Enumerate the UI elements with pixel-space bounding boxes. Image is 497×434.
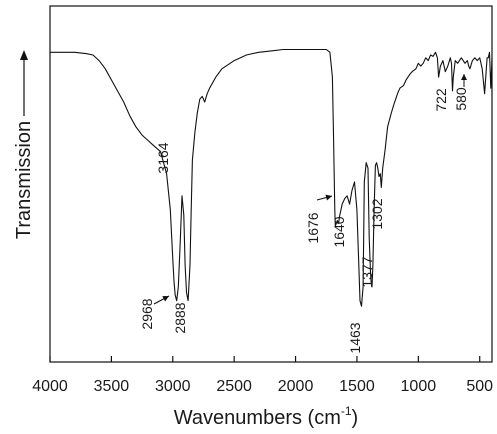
peak-label: 1463 xyxy=(347,322,363,353)
x-axis-title-sup: -1 xyxy=(341,404,352,418)
peak-arrowhead xyxy=(162,296,169,302)
peak-label: 722 xyxy=(433,88,449,112)
peak-label: 580 xyxy=(453,87,469,111)
spectrum-line xyxy=(50,48,493,307)
x-tick-label: 4000 xyxy=(32,378,68,395)
x-axis-tick-labels: 4000 3500 3000 2500 2000 1500 1000 500 xyxy=(32,378,493,395)
x-tick-label: 3000 xyxy=(155,378,191,395)
peak-label: 1640 xyxy=(331,216,347,247)
y-axis-title-group: Transmission xyxy=(13,50,35,239)
peak-arrowhead xyxy=(325,194,332,201)
peak-label: 3164 xyxy=(155,142,171,173)
peak-label: 1302 xyxy=(369,198,385,229)
peak-annotations: 3164 2968 2888 1676 1640 1463 1377 1302 722 580 xyxy=(139,74,469,354)
x-tick-label: 2000 xyxy=(278,378,314,395)
x-axis-title-close: ) xyxy=(352,407,359,429)
x-tick-label: 500 xyxy=(466,378,493,395)
x-tick-label: 1500 xyxy=(339,378,375,395)
y-axis-title: Transmission xyxy=(13,121,35,239)
x-tick-label: 3500 xyxy=(94,378,130,395)
peak-arrowhead xyxy=(461,74,467,80)
y-axis-arrow-icon xyxy=(20,50,28,116)
x-axis-ticks xyxy=(49,356,481,362)
x-tick-label: 1000 xyxy=(401,378,437,395)
peak-label: 1676 xyxy=(305,212,321,243)
peak-label: 2888 xyxy=(172,302,188,333)
peak-label: 2968 xyxy=(139,298,155,329)
x-axis-title: Wavenumbers (cm-1) xyxy=(174,404,358,429)
x-axis-title-main: Wavenumbers (cm xyxy=(174,407,341,429)
peak-label: 1377 xyxy=(359,256,375,287)
x-tick-label: 2500 xyxy=(216,378,252,395)
plot-frame xyxy=(49,5,493,363)
